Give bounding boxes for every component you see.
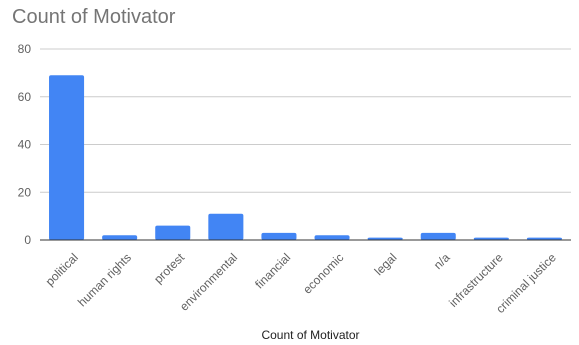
bar[interactable] xyxy=(261,232,297,240)
y-tick-label: 0 xyxy=(24,233,31,247)
bar[interactable] xyxy=(208,213,244,240)
bar[interactable] xyxy=(420,232,456,240)
gridlines xyxy=(40,48,571,193)
x-tick-label: political xyxy=(43,250,81,288)
bar[interactable] xyxy=(526,237,562,240)
x-tick-label: n/a xyxy=(431,250,453,272)
y-tick-label: 20 xyxy=(18,185,32,199)
y-axis-tick-labels: 0 20 40 60 80 xyxy=(18,42,32,247)
x-tick-label: human rights xyxy=(75,250,134,309)
y-tick-label: 80 xyxy=(18,42,32,56)
bar[interactable] xyxy=(314,235,350,240)
bar[interactable] xyxy=(155,225,191,240)
bars xyxy=(49,75,562,240)
x-tick-label: economic xyxy=(300,250,346,296)
x-axis-title: Count of Motivator xyxy=(261,328,359,342)
bar[interactable] xyxy=(49,75,85,240)
bar[interactable] xyxy=(473,237,509,240)
bar[interactable] xyxy=(102,235,138,240)
x-tick-label: financial xyxy=(252,250,293,291)
x-tick-label: legal xyxy=(372,250,400,278)
x-tick-label: infrastructure xyxy=(446,250,506,310)
chart-title: Count of Motivator xyxy=(12,6,176,28)
bar[interactable] xyxy=(367,237,403,240)
y-tick-label: 40 xyxy=(18,138,32,152)
y-tick-label: 60 xyxy=(18,90,32,104)
x-tick-label: protest xyxy=(151,250,187,286)
